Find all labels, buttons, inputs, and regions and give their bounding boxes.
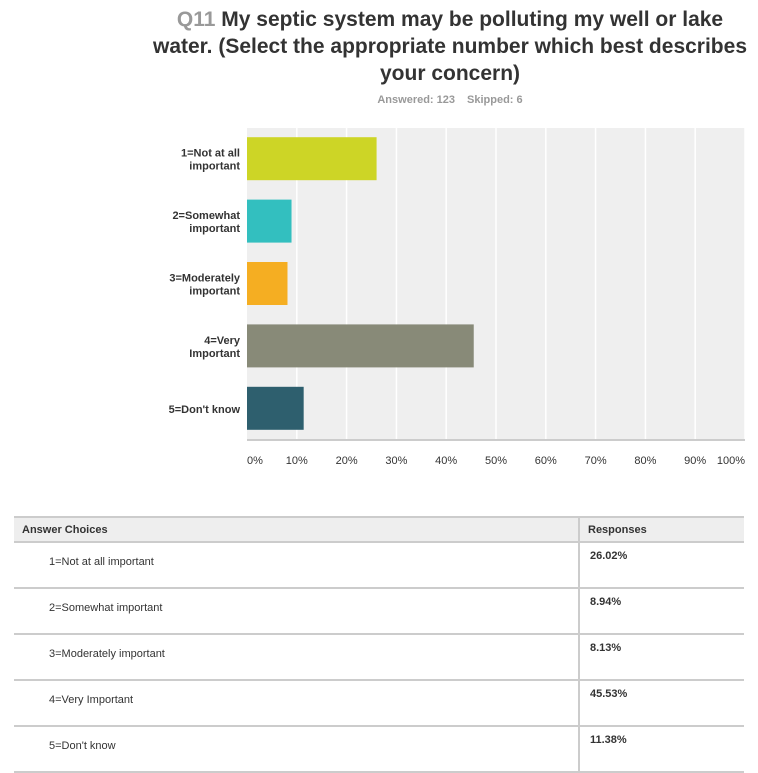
header-answer-choices: Answer Choices [14, 516, 579, 543]
answer-choice: 2=Somewhat important [14, 588, 579, 635]
response-stats: Answered: 123 Skipped: 6 [150, 94, 750, 106]
table-row: 1=Not at all important 26.02% [14, 542, 744, 589]
answer-choice: 1=Not at all important [14, 542, 579, 589]
bar [247, 262, 288, 305]
category-label: 5=Don't know [169, 404, 241, 416]
category-label: 4=Very [204, 335, 241, 347]
x-tick-label: 50% [485, 455, 507, 467]
bar [247, 324, 474, 368]
answered-count: Answered: 123 [377, 94, 456, 106]
bar [247, 137, 377, 181]
table-row: 3=Moderately important 8.13% [14, 634, 744, 681]
response-percent: 45.53% [578, 680, 744, 727]
x-tick-label: 40% [435, 455, 457, 467]
x-tick-label: 30% [385, 455, 407, 467]
x-tick-label: 0% [247, 455, 263, 467]
skipped-count: Skipped: 6 [467, 94, 523, 106]
answer-choice: 3=Moderately important [14, 634, 579, 681]
responses-table: Answer Choices Responses 1=Not at all im… [14, 516, 744, 773]
answer-choice: 4=Very Important [14, 680, 579, 727]
table-row: 4=Very Important 45.53% [14, 680, 744, 727]
category-label: 3=Moderately [169, 273, 240, 285]
chart-title: Q11 My septic system may be polluting my… [150, 6, 750, 87]
x-tick-label: 60% [535, 455, 557, 467]
answer-choice: 5=Don't know [14, 726, 579, 773]
response-percent: 26.02% [578, 542, 744, 589]
category-label: 2=Somewhat [172, 210, 240, 222]
bar-chart: 0% 10% 20% 30% 40% 50% 60% 70% 80% 90% 100% 1=Not a… [169, 128, 746, 467]
category-label: important [189, 286, 240, 298]
response-percent: 11.38% [578, 726, 744, 773]
category-label: 1=Not at all [181, 148, 240, 160]
question-number: Q11 [176, 8, 216, 31]
category-label: important [189, 223, 240, 235]
x-tick-label: 90% [684, 455, 706, 467]
category-label: Important [189, 348, 240, 360]
question-text: My septic system may be polluting my wel… [152, 8, 747, 85]
category-label: important [189, 161, 240, 173]
bar [247, 199, 292, 243]
x-tick-label: 100% [717, 455, 745, 467]
x-tick-label: 10% [286, 455, 308, 467]
x-tick-label: 70% [585, 455, 607, 467]
header-responses: Responses [578, 516, 744, 543]
x-tick-label: 20% [336, 455, 358, 467]
response-percent: 8.13% [578, 634, 744, 681]
table-row: 2=Somewhat important 8.94% [14, 588, 744, 635]
table-row: 5=Don't know 11.38% [14, 726, 744, 773]
response-percent: 8.94% [578, 588, 744, 635]
bar [247, 386, 304, 430]
x-tick-label: 80% [634, 455, 656, 467]
